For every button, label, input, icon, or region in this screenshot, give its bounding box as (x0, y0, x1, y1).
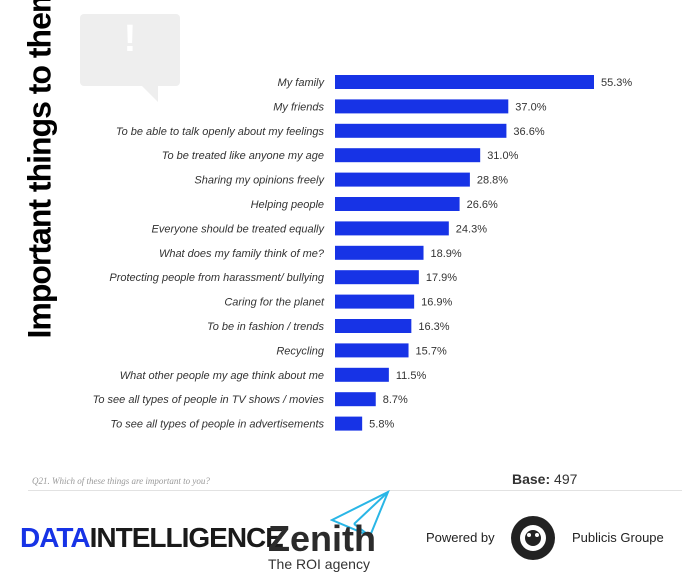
category-label: To see all types of people in TV shows /… (93, 394, 325, 406)
value-label: 31.0% (487, 150, 518, 162)
bar (335, 172, 470, 187)
bar (335, 245, 424, 260)
category-label: Everyone should be treated equally (152, 223, 326, 235)
category-label: To see all types of people in advertisem… (110, 419, 324, 431)
value-label: 37.0% (515, 101, 546, 113)
bar (335, 294, 415, 309)
footer-divider (28, 490, 682, 491)
bar (335, 319, 412, 333)
bar (335, 221, 449, 236)
logo-intelligence-text: INTELLIGENCE (89, 522, 284, 553)
category-label: To be treated like anyone my age (162, 150, 324, 162)
value-label: 36.6% (513, 126, 544, 138)
category-label: My friends (273, 101, 324, 113)
category-label: To be able to talk openly about my feeli… (116, 126, 325, 138)
value-label: 17.9% (426, 272, 457, 284)
zenith-logo: Zenith (268, 518, 376, 559)
value-label: 26.6% (467, 199, 498, 211)
bar (335, 123, 507, 138)
category-label: My family (278, 77, 326, 89)
publicis-groupe-text: Publicis Groupe (572, 530, 664, 545)
bar (335, 270, 419, 285)
bar (335, 367, 389, 382)
bar (335, 99, 509, 114)
zenith-paper-plane-icon (330, 490, 390, 538)
value-label: 8.7% (383, 394, 408, 406)
question-note: Q21. Which of these things are important… (32, 476, 210, 486)
powered-by-text: Powered by (426, 530, 495, 545)
bar (335, 148, 481, 163)
category-label: Recycling (276, 345, 325, 357)
category-label: Helping people (251, 199, 324, 211)
bar (335, 197, 460, 211)
value-label: 16.9% (421, 297, 452, 309)
exclamation-icon: ! (123, 18, 137, 60)
value-label: 5.8% (369, 419, 394, 431)
logo-data-text: DATA (20, 522, 91, 553)
bar (335, 343, 409, 358)
category-label: To be in fashion / trends (207, 321, 325, 333)
category-label: What other people my age think about me (120, 370, 324, 382)
publicis-lion-icon (511, 516, 555, 560)
value-label: 16.3% (418, 321, 449, 333)
value-label: 15.7% (416, 345, 447, 357)
speech-bubble-tail (140, 84, 158, 102)
zenith-tagline: The ROI agency (268, 556, 370, 572)
category-label: Caring for the planet (224, 297, 325, 309)
base-label: Base: (512, 471, 551, 487)
base-value: 497 (554, 471, 578, 487)
value-label: 28.8% (477, 175, 508, 187)
category-label: Protecting people from harassment/ bully… (109, 272, 324, 284)
bar (335, 416, 363, 431)
value-label: 11.5% (396, 370, 427, 382)
value-label: 24.3% (456, 223, 487, 235)
category-label: Sharing my opinions freely (194, 175, 325, 187)
value-label: 18.9% (431, 248, 462, 260)
bar (335, 75, 594, 89)
data-intelligence-logo: DATAINTELLIGENCE (20, 522, 284, 554)
category-label: What does my family think of me? (159, 248, 325, 260)
bar-chart: My family 55.3% My friends 37.0% To be able … (93, 75, 632, 431)
speech-bubble-icon (80, 14, 180, 86)
base-count: Base: 497 (512, 471, 577, 487)
bar (335, 392, 376, 407)
value-label: 55.3% (601, 77, 632, 89)
